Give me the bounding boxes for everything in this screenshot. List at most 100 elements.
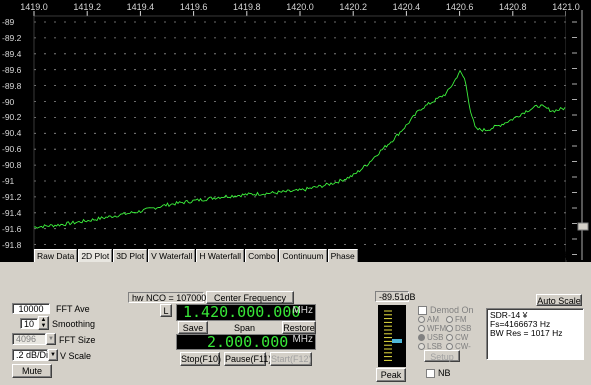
setup-button[interactable]: Setup xyxy=(424,350,460,362)
fft-size-value: 4096 xyxy=(16,334,37,344)
chevron-down-icon[interactable]: ▼ xyxy=(48,349,58,361)
span-value: 2.000.000 xyxy=(207,333,289,351)
demod-mode-label: FM xyxy=(455,315,467,324)
y-tick-label: -91.8 xyxy=(2,239,22,250)
tab-raw-data[interactable]: Raw Data xyxy=(34,249,78,262)
pause-button[interactable]: Pause(F11) xyxy=(224,352,272,366)
center-frequency-display[interactable]: 1.420.000.000 MHz xyxy=(176,304,316,321)
radio-icon xyxy=(446,334,453,341)
y-tick-label: -90.4 xyxy=(2,128,22,139)
smoothing-spinner[interactable]: ▲ ▼ xyxy=(38,316,49,330)
y-tick-label: -91.2 xyxy=(2,191,22,202)
demod-radio-cw[interactable]: CW xyxy=(446,333,468,342)
spectrum-trace-canvas xyxy=(33,11,567,262)
stop-button[interactable]: Stop(F10) xyxy=(180,352,222,366)
center-frequency-value: 1.420.000.000 xyxy=(183,303,301,321)
demod-mode-label: DSB xyxy=(455,324,472,333)
x-tick-label: 1420.8 xyxy=(499,2,527,12)
start-button[interactable]: Start(F12) xyxy=(270,352,312,366)
nb-label: NB xyxy=(438,368,451,378)
x-tick-label: 1420.4 xyxy=(392,2,421,12)
fft-ave-input[interactable]: 10000 xyxy=(12,303,50,314)
demod-radio-lsb[interactable]: LSB xyxy=(418,342,442,351)
demod-mode-label: CW- xyxy=(455,342,471,351)
demod-on-label: Demod On xyxy=(430,305,474,315)
spin-up-icon: ▲ xyxy=(40,317,47,323)
y-tick-label: -89 xyxy=(2,17,15,27)
y-tick-label: -91 xyxy=(2,176,15,186)
tab-3d-plot[interactable]: 3D Plot xyxy=(113,249,148,262)
radio-icon xyxy=(418,334,425,341)
span-display[interactable]: 2.000.000 MHz xyxy=(176,334,316,350)
demod-radio-fm[interactable]: FM xyxy=(446,315,467,324)
fft-ave-label: FFT Ave xyxy=(56,304,90,314)
demod-mode-label: LSB xyxy=(427,342,443,351)
checkbox-icon xyxy=(426,369,435,379)
demod-mode-label: USB xyxy=(427,333,444,342)
y-tick-label: -89.2 xyxy=(2,32,22,43)
x-tick-label: 1421.0 xyxy=(552,2,580,12)
l-button[interactable]: L xyxy=(160,304,172,317)
y-tick-label: -90.8 xyxy=(2,160,22,171)
level-meter[interactable] xyxy=(378,305,406,367)
tab-combo[interactable]: Combo xyxy=(245,249,279,262)
plot-frame xyxy=(33,15,567,262)
demod-radio-am[interactable]: AM xyxy=(418,315,439,324)
smoothing-input[interactable]: 10 xyxy=(20,318,38,329)
center-frequency-unit: MHz xyxy=(292,305,313,316)
tab-2d-plot[interactable]: 2D Plot xyxy=(78,249,113,262)
x-tick-label: 1420.0 xyxy=(286,2,314,12)
demod-mode-label: AM xyxy=(427,315,439,324)
spectrum-plot[interactable]: 1419.0 1419.2 1419.4 1419.6 1419.8 1420.0 1420… xyxy=(0,0,591,262)
span-label: Span xyxy=(234,323,256,333)
demod-mode-label: WFM xyxy=(427,324,447,333)
meter-level-marker xyxy=(392,339,402,343)
right-level-scale[interactable] xyxy=(566,10,590,260)
y-tick-label: -89.6 xyxy=(2,64,22,75)
info-line: Fs=4166673 Hz xyxy=(490,319,551,329)
peak-button[interactable]: Peak xyxy=(376,368,406,382)
chevron-down-icon[interactable]: ▼ xyxy=(46,333,56,345)
y-tick-label: -91.6 xyxy=(2,223,22,234)
device-info-box: SDR-14 ¥ Fs=4166673 Hz BW Res = 1017 Hz xyxy=(486,308,584,360)
fft-size-select[interactable]: 4096 xyxy=(12,333,46,345)
spin-down-icon: ▼ xyxy=(40,323,47,329)
demod-radio-usb[interactable]: USB xyxy=(418,333,443,342)
x-tick-label: 1420.6 xyxy=(445,2,474,12)
demod-on-checkbox[interactable]: Demod On xyxy=(418,305,474,316)
fft-size-label: FFT Size xyxy=(59,335,96,345)
y-tick-label: -89.4 xyxy=(2,48,22,59)
save-button[interactable]: Save xyxy=(178,321,208,334)
x-tick-label: 1420.2 xyxy=(339,2,367,12)
smoothing-label: Smoothing xyxy=(52,319,96,329)
demod-radio-cwminus[interactable]: CW- xyxy=(446,342,471,351)
radio-icon xyxy=(418,316,425,323)
checkbox-icon xyxy=(418,306,427,316)
right-scale-thumb xyxy=(577,222,589,231)
nb-checkbox[interactable]: NB xyxy=(426,368,451,379)
x-tick-label: 1419.0 xyxy=(20,2,48,12)
info-line: BW Res = 1017 Hz xyxy=(490,328,563,338)
y-tick-label: -90.2 xyxy=(2,112,22,123)
radio-icon xyxy=(446,343,453,350)
y-tick-label: -89.8 xyxy=(2,80,22,91)
y-tick-label: -91.4 xyxy=(2,207,22,218)
auto-scale-button[interactable]: Auto Scale xyxy=(536,294,582,306)
demod-radio-dsb[interactable]: DSB xyxy=(446,324,471,333)
view-tabs: Raw Data 2D Plot 3D Plot V Waterfall H Water… xyxy=(34,249,359,262)
radio-icon xyxy=(418,343,425,350)
tab-continuum[interactable]: Continuum xyxy=(279,249,327,262)
x-tick-label: 1419.4 xyxy=(126,2,155,12)
mute-button[interactable]: Mute xyxy=(12,364,52,378)
vscale-select[interactable]: .2 dB/Div xyxy=(12,349,53,361)
restore-button[interactable]: Restore xyxy=(282,321,316,334)
tab-phase[interactable]: Phase xyxy=(327,249,358,262)
tab-v-waterfall[interactable]: V Waterfall xyxy=(148,249,196,262)
radio-icon xyxy=(446,316,453,323)
demod-mode-label: CW xyxy=(455,333,469,342)
radio-icon xyxy=(446,325,453,332)
center-frequency-button[interactable]: Center Frequency xyxy=(206,291,294,304)
info-line: SDR-14 ¥ xyxy=(490,310,528,320)
tab-h-waterfall[interactable]: H Waterfall xyxy=(196,249,245,262)
demod-radio-wfm[interactable]: WFM xyxy=(418,324,446,333)
